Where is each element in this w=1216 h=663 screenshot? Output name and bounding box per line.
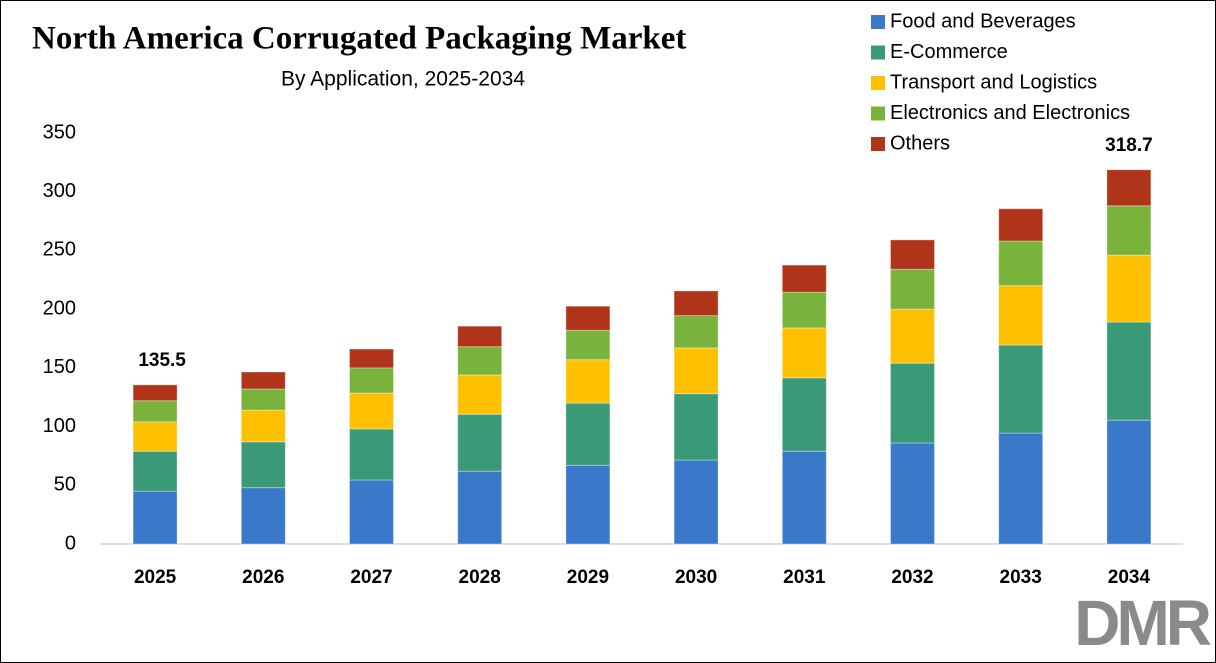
bar-segment xyxy=(1106,254,1152,323)
legend-swatch xyxy=(871,15,885,29)
chart-title: North America Corrugated Packaging Marke… xyxy=(32,21,686,57)
y-tick-label: 350 xyxy=(43,121,76,143)
chart-subtitle: By Application, 2025-2034 xyxy=(281,68,525,91)
x-tick-label: 2033 xyxy=(1000,567,1042,588)
y-tick-label: 250 xyxy=(43,239,76,261)
y-tick-label: 50 xyxy=(54,474,76,496)
y-tick-label: 150 xyxy=(43,356,76,378)
bar-segment xyxy=(457,413,503,472)
bar-segment xyxy=(565,305,611,331)
bar-segment xyxy=(673,290,719,317)
bar-segment xyxy=(890,239,935,270)
bar-segment xyxy=(132,421,178,452)
bar-segment xyxy=(565,464,611,545)
bar-segment xyxy=(890,308,935,364)
bar-segment xyxy=(349,348,394,369)
bar-segment xyxy=(781,450,827,545)
y-tick-label: 0 xyxy=(65,532,76,554)
bar-segment xyxy=(673,459,719,545)
bar-segment xyxy=(240,388,286,411)
bar-segment xyxy=(781,264,827,293)
bar-segment xyxy=(890,362,935,444)
bar-segment xyxy=(673,347,719,395)
bar-segment xyxy=(349,479,394,545)
y-tick-label: 200 xyxy=(43,297,76,319)
x-tick-label: 2026 xyxy=(242,567,284,588)
bar-segment xyxy=(998,285,1044,346)
logo: DMR xyxy=(1074,587,1211,659)
legend-swatch xyxy=(871,45,885,60)
bar-segment xyxy=(781,327,827,379)
bar-segment xyxy=(998,208,1044,242)
bar-segment xyxy=(132,490,178,545)
legend-label: Others xyxy=(890,132,950,154)
bar-segment xyxy=(349,428,394,481)
x-tick-label: 2025 xyxy=(134,567,177,588)
bar-segment xyxy=(1106,169,1152,207)
bar-segment xyxy=(998,432,1044,545)
legend-swatch xyxy=(871,137,885,151)
x-tick-label: 2030 xyxy=(675,567,717,588)
bar-segment xyxy=(457,374,503,415)
bar-segment xyxy=(565,402,611,466)
legend-label: Electronics and Electronics xyxy=(890,102,1130,124)
x-tick-label: 2029 xyxy=(567,567,609,588)
bar-segment xyxy=(1106,205,1152,256)
bar-segment xyxy=(457,470,503,545)
x-tick-label: 2032 xyxy=(891,567,933,588)
bar-segment xyxy=(349,392,394,430)
total-label: 135.5 xyxy=(138,350,186,371)
bar-segment xyxy=(998,344,1044,434)
total-label: 318.7 xyxy=(1105,135,1153,156)
bar-segment xyxy=(781,291,827,329)
legend-swatch xyxy=(871,76,885,90)
bar-segment xyxy=(457,346,503,376)
bar-segment xyxy=(565,359,611,404)
legend-swatch xyxy=(871,106,885,121)
legend-label: Food and Beverages xyxy=(890,10,1076,32)
legend-label: E-Commerce xyxy=(890,41,1008,63)
bar-segment xyxy=(349,367,394,394)
bar-segment xyxy=(240,441,286,489)
bar-segment xyxy=(998,240,1044,287)
x-tick-label: 2034 xyxy=(1108,567,1151,588)
bar-segment xyxy=(132,384,178,402)
bar-segment xyxy=(240,487,286,545)
bar-segment xyxy=(673,315,719,349)
bar-segment xyxy=(457,325,503,348)
y-tick-label: 100 xyxy=(43,415,76,437)
bar-segment xyxy=(781,377,827,452)
bar-segment xyxy=(132,450,178,492)
bar-segment xyxy=(1106,321,1152,421)
bar-segment xyxy=(240,371,286,390)
bar-segment xyxy=(1106,419,1152,545)
x-tick-label: 2031 xyxy=(783,567,826,588)
y-tick-label: 300 xyxy=(43,180,76,202)
bar-segment xyxy=(240,409,286,443)
bar-segment xyxy=(890,268,935,310)
bar-segment xyxy=(132,400,178,423)
bar-segment xyxy=(565,329,611,361)
x-tick-label: 2028 xyxy=(459,567,501,588)
bar-segment xyxy=(673,393,719,461)
x-tick-label: 2027 xyxy=(350,567,392,588)
legend-label: Transport and Logistics xyxy=(890,71,1097,93)
bar-segment xyxy=(890,442,935,545)
